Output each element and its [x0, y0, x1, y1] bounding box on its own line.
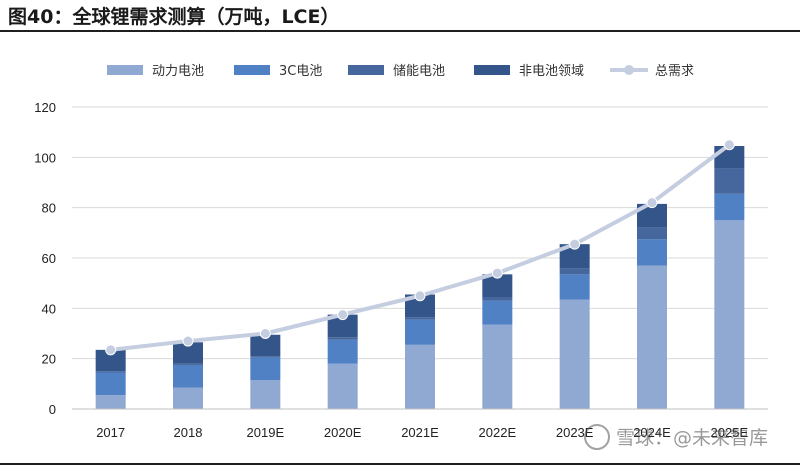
- legend-swatch: [234, 65, 270, 75]
- total-demand-point: [105, 344, 117, 356]
- x-tick-label: 2025E: [711, 425, 749, 440]
- bar-segment: [714, 168, 745, 194]
- bar-segment: [637, 265, 667, 409]
- y-axis-tick-labels: 0 20 40 60 80 100 120: [34, 100, 56, 417]
- total-demand-point: [182, 335, 194, 347]
- total-demand-point: [414, 290, 426, 302]
- bar-segment: [559, 299, 590, 409]
- bar-segment: [95, 395, 126, 409]
- legend-item: 非电池领域: [474, 64, 584, 79]
- legend-label: 非电池领域: [519, 64, 584, 79]
- y-tick-label: 0: [49, 402, 56, 417]
- total-demand-point: [337, 309, 349, 321]
- x-tick-label: 2024E: [633, 425, 671, 440]
- bar-stack: [559, 244, 590, 409]
- legend-marker: [624, 65, 634, 75]
- bar-segment: [405, 344, 435, 409]
- legend-item: 3C电池: [234, 64, 322, 79]
- x-tick-label: 2021E: [401, 425, 439, 440]
- bar-stacks: [95, 146, 745, 409]
- total-demand-point: [259, 328, 271, 339]
- bar-segment: [405, 294, 435, 318]
- bar-segment: [327, 339, 358, 364]
- bar-segment: [250, 357, 281, 381]
- bar-stack: [95, 349, 126, 409]
- total-demand-line: [105, 139, 735, 356]
- y-tick-label: 100: [34, 150, 56, 165]
- bar-segment: [482, 324, 513, 409]
- bar-segment: [559, 274, 590, 300]
- bar-segment: [559, 244, 590, 269]
- y-tick-label: 80: [42, 201, 56, 216]
- bar-segment: [250, 380, 281, 409]
- y-tick-label: 120: [34, 100, 56, 115]
- legend-label: 3C电池: [279, 64, 322, 79]
- y-tick-label: 40: [42, 301, 56, 316]
- bar-segment: [405, 317, 435, 320]
- bar-segment: [482, 297, 513, 301]
- bar-stack: [250, 334, 281, 409]
- legend-label: 储能电池: [393, 64, 445, 79]
- figure-title: 图40：全球锂需求测算（万吨，LCE）: [8, 6, 340, 28]
- bar-segment: [482, 300, 513, 325]
- total-demand-point: [491, 267, 503, 279]
- total-demand-point: [646, 197, 658, 209]
- bar-segment: [173, 342, 203, 364]
- legend-label: 动力电池: [152, 64, 204, 79]
- legend-item: 动力电池: [107, 64, 204, 79]
- bar-segment: [714, 193, 745, 221]
- bar-stack: [637, 203, 667, 409]
- bar-stack: [327, 314, 358, 409]
- bar-segment: [327, 363, 358, 409]
- x-tick-label: 2022E: [479, 425, 517, 440]
- legend-label: 总需求: [655, 64, 694, 79]
- bar-stack: [405, 294, 435, 409]
- bar-stack: [482, 274, 513, 409]
- bar-segment: [250, 334, 281, 357]
- bar-segment: [637, 239, 667, 266]
- bar-segment: [714, 220, 745, 409]
- snowball-logo-icon: [584, 423, 610, 450]
- bar-segment: [327, 337, 358, 340]
- bar-segment: [559, 268, 590, 275]
- bar-segment: [482, 274, 513, 298]
- bar-segment: [250, 356, 281, 358]
- bar-stack: [714, 146, 745, 409]
- bar-segment: [173, 387, 203, 409]
- y-tick-label: 20: [42, 352, 56, 367]
- total-demand-point: [569, 238, 581, 250]
- bar-segment: [405, 319, 435, 345]
- watermark-text: 雪球：@未来智库: [616, 427, 769, 449]
- title-rule: [0, 30, 800, 32]
- bar-segment: [173, 363, 203, 365]
- bar-segment: [95, 349, 126, 372]
- bottom-rule: [0, 463, 800, 465]
- bar-segment: [95, 372, 126, 396]
- watermark: 雪球：@未来智库: [584, 423, 768, 452]
- x-tick-label: 2018: [174, 425, 203, 440]
- legend-swatch: [348, 65, 384, 75]
- bar-segment: [173, 364, 203, 388]
- x-tick-label: 2020E: [324, 425, 362, 440]
- legend-swatch: [474, 65, 510, 75]
- x-tick-label: 2017: [96, 425, 125, 440]
- bar-segment: [95, 371, 126, 373]
- bar-segment: [637, 227, 667, 240]
- bar-segment: [637, 203, 667, 228]
- chart-legend: 动力电池 3C电池 储能电池 非电池领域 总需求: [107, 64, 694, 79]
- total-demand-point: [723, 139, 735, 151]
- legend-item: 总需求: [610, 64, 694, 79]
- legend-item: 储能电池: [348, 64, 445, 79]
- legend-swatch: [107, 65, 143, 75]
- bar-segment: [327, 314, 358, 338]
- x-tick-label: 2019E: [247, 425, 285, 440]
- bar-stack: [173, 342, 203, 409]
- y-tick-label: 60: [42, 251, 56, 266]
